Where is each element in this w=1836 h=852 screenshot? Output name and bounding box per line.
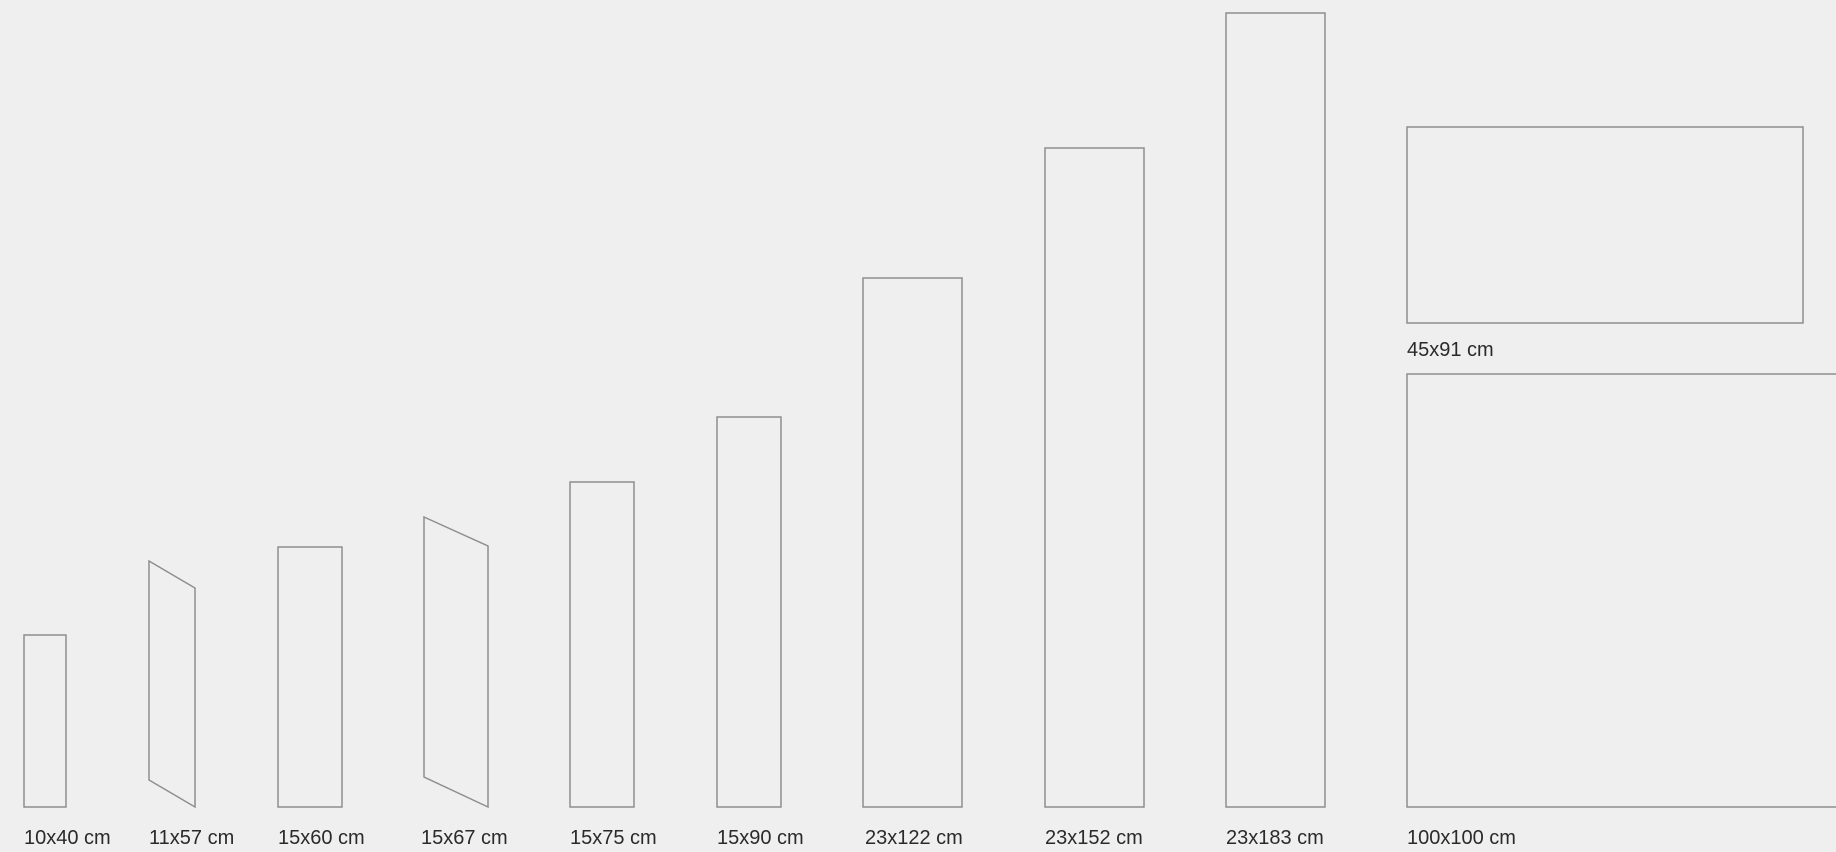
- size-label-100x100: 100x100 cm: [1407, 827, 1516, 849]
- size-label-23x122: 23x122 cm: [865, 827, 963, 849]
- tile-shape-15x90: [716, 416, 782, 808]
- size-label-23x183: 23x183 cm: [1226, 827, 1324, 849]
- tile-shape-23x122: [862, 277, 963, 808]
- size-label-15x75: 15x75 cm: [570, 827, 657, 849]
- tile-shape-15x60: [277, 546, 343, 808]
- tile-shape-10x40: [23, 634, 67, 808]
- tile-shape-15x75: [569, 481, 635, 808]
- tile-shape-100x100: [1406, 373, 1836, 808]
- size-label-45x91: 45x91 cm: [1407, 339, 1494, 361]
- tile-shape-15x67: [423, 515, 489, 809]
- size-label-15x67: 15x67 cm: [421, 827, 508, 849]
- size-label-15x60: 15x60 cm: [278, 827, 365, 849]
- tile-shape-23x183: [1225, 12, 1326, 808]
- size-label-23x152: 23x152 cm: [1045, 827, 1143, 849]
- tile-shape-11x57: [148, 559, 196, 809]
- size-label-11x57: 11x57 cm: [149, 827, 235, 849]
- size-label-10x40: 10x40 cm: [24, 827, 111, 849]
- tile-shape-45x91: [1406, 126, 1804, 324]
- tile-shape-23x152: [1044, 147, 1145, 808]
- size-label-15x90: 15x90 cm: [717, 827, 804, 849]
